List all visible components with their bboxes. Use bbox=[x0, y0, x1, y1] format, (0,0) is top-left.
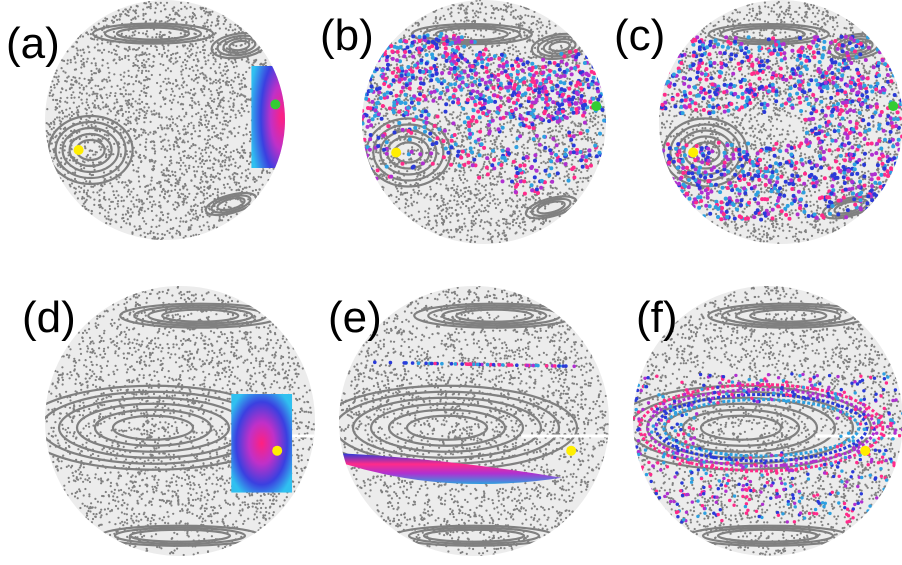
sphere-body bbox=[339, 286, 609, 556]
ensemble-points bbox=[231, 394, 293, 493]
fixed-point-marker bbox=[73, 99, 281, 155]
fixed-point-marker bbox=[272, 445, 283, 456]
panel-label: (f) bbox=[636, 293, 678, 342]
panel-label: (c) bbox=[614, 11, 666, 60]
panel-label: (a) bbox=[6, 19, 60, 68]
fixed-point-marker bbox=[566, 445, 577, 456]
ensemble-points bbox=[341, 360, 576, 485]
fixed-point-marker bbox=[860, 445, 871, 456]
fixed-point-marker bbox=[688, 101, 899, 158]
panel-label: (e) bbox=[328, 293, 382, 342]
panel-label: (b) bbox=[320, 11, 374, 60]
initial-ensemble-patch bbox=[231, 394, 293, 493]
fixed-point-marker bbox=[391, 101, 602, 158]
sphere-body bbox=[633, 286, 902, 556]
ensemble-stripe bbox=[341, 453, 562, 485]
regular-orbits bbox=[339, 302, 579, 547]
panel-label: (d) bbox=[22, 293, 76, 342]
